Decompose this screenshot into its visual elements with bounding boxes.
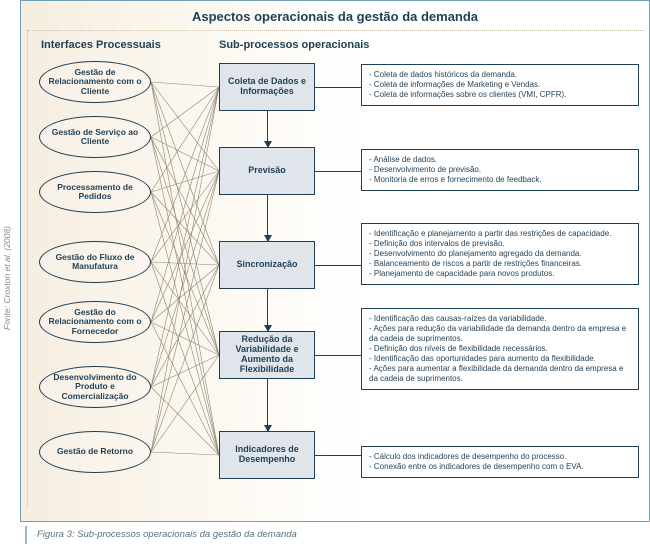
interface-oval: Desenvolvimento do Produto e Comercializ…: [39, 366, 151, 408]
subprocess-box: Redução da Variabilidade e Aumento da Fl…: [219, 331, 315, 379]
subprocess-box: Previsão: [219, 147, 315, 195]
subprocess-box: Sincronização: [219, 241, 315, 289]
col-head-subproc: Sub-processos operacionais: [219, 39, 369, 51]
diagram-title: Aspectos operacionais da gestão da deman…: [21, 9, 649, 24]
subprocess-box: Indicadores de Desempenho: [219, 431, 315, 479]
description-box: Cálculo dos indicadores de desempenho do…: [361, 446, 639, 478]
description-box: Coleta de dados históricos da demanda.Co…: [361, 64, 639, 106]
description-box: Identificação e planejamento a partir da…: [361, 223, 639, 285]
lead-line: [315, 455, 361, 456]
flow-arrow: [267, 195, 268, 241]
description-box: Análise de dados.Desenvolvimento de prev…: [361, 149, 639, 191]
lead-line: [315, 171, 361, 172]
interface-oval: Gestão de Serviço ao Cliente: [39, 116, 151, 158]
flow-arrow: [267, 379, 268, 431]
interface-oval: Gestão de Retorno: [39, 431, 151, 473]
dotted-divider-v: [27, 30, 28, 508]
lead-line: [315, 265, 361, 266]
source-citation: Fonte: Croxton et al. (2008): [2, 200, 12, 330]
interface-oval: Gestão do Relacionamento com o Fornecedo…: [39, 301, 151, 343]
lead-line: [315, 355, 361, 356]
description-box: Identificação das causas-raízes da varia…: [361, 308, 639, 390]
dotted-divider-h: [27, 30, 645, 31]
flow-arrow: [267, 111, 268, 147]
interface-oval: Gestão de Relacionamento com o Cliente: [39, 61, 151, 103]
figure-caption: Figura 3: Sub-processos operacionais da …: [25, 526, 545, 544]
interface-oval: Gestão do Fluxo de Manufatura: [39, 241, 151, 283]
diagram-frame: Aspectos operacionais da gestão da deman…: [20, 0, 650, 522]
interface-oval: Processamento de Pedidos: [39, 171, 151, 213]
subprocess-box: Coleta de Dados e Informações: [219, 63, 315, 111]
lead-line: [315, 87, 361, 88]
flow-arrow: [267, 289, 268, 331]
col-head-interfaces: Interfaces Processuais: [41, 39, 161, 51]
